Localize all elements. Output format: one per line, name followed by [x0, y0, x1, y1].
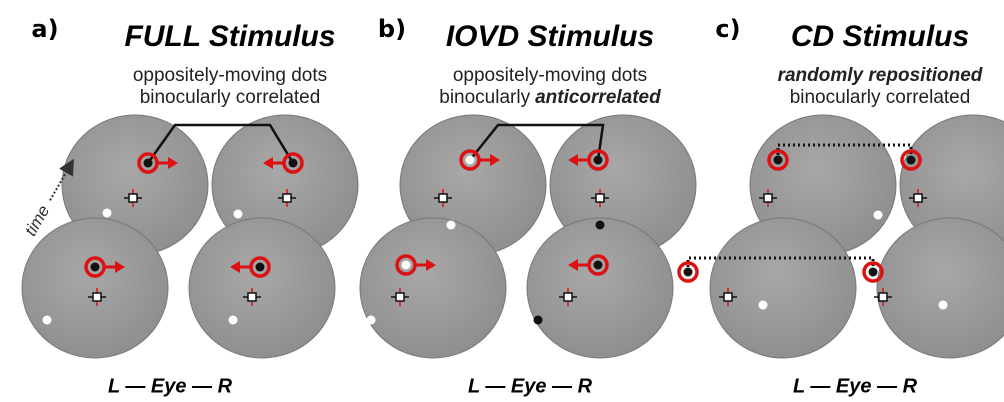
panel: b) IOVD Stimulus oppositely-moving dotsbin… — [359, 15, 697, 397]
ring-center — [683, 267, 693, 277]
arrow-head — [568, 154, 578, 166]
subtitle-part: oppositely-moving dots — [133, 65, 327, 86]
panel-label: a) — [31, 15, 58, 43]
panel-title: IOVD Stimulus — [446, 20, 654, 53]
fix-square — [878, 292, 888, 302]
dot — [595, 220, 605, 230]
subtitle-part: randomly repositioned — [778, 65, 983, 86]
ring — [900, 149, 922, 171]
fix-square — [563, 292, 573, 302]
ring — [84, 256, 106, 278]
ring — [587, 149, 609, 171]
dot — [233, 209, 243, 219]
connector — [686, 256, 875, 272]
fix-square — [723, 292, 733, 302]
connector — [146, 123, 295, 164]
ring-center — [593, 155, 603, 165]
arrow-head — [426, 259, 436, 271]
disc — [21, 217, 169, 359]
fix-square — [595, 193, 605, 203]
ring-center — [288, 158, 298, 168]
subtitle-part: anticorrelated — [535, 87, 661, 108]
dot — [873, 210, 883, 220]
panel-title: FULL Stimulus — [124, 20, 335, 53]
ring — [249, 256, 271, 278]
fix-square — [395, 292, 405, 302]
panel: a) FULL Stimulus oppositely-moving dotsbin… — [21, 15, 359, 397]
ring — [767, 149, 789, 171]
dot — [533, 315, 543, 325]
arrow-head — [230, 261, 240, 273]
subtitle-part: binocularly correlated — [790, 87, 971, 108]
arrow-head — [168, 157, 178, 169]
fix-square — [92, 292, 102, 302]
subtitle-line: oppositely-moving dots — [453, 65, 647, 86]
arrow-head — [263, 157, 273, 169]
subtitle-line: binocularly correlated — [140, 87, 321, 108]
dot — [758, 300, 768, 310]
ring — [459, 149, 481, 171]
dot — [42, 315, 52, 325]
ring-center — [773, 155, 783, 165]
dot — [102, 208, 112, 218]
ring — [587, 254, 609, 276]
fix-square — [438, 193, 448, 203]
ring-center — [906, 155, 916, 165]
ring-center — [90, 262, 100, 272]
ring — [137, 152, 159, 174]
ring — [282, 152, 304, 174]
dot — [446, 220, 456, 230]
connector — [469, 123, 605, 161]
subtitle-line: binocularly correlated — [790, 87, 971, 108]
ring-center — [593, 260, 603, 270]
fix-square — [247, 292, 257, 302]
subtitle-line: randomly repositioned — [778, 65, 983, 86]
subtitle-part: binocularly — [439, 87, 530, 108]
eye-label: L — Eye — R — [468, 375, 593, 397]
ring — [395, 254, 417, 276]
ring-center — [401, 260, 411, 270]
fix-square — [763, 193, 773, 203]
disc — [709, 217, 857, 359]
ring — [677, 261, 699, 283]
panel-title: CD Stimulus — [791, 20, 969, 53]
subtitle-part: binocularly correlated — [140, 87, 321, 108]
disc — [359, 217, 507, 359]
eye-label: L — Eye — R — [108, 375, 233, 397]
fix-square — [913, 193, 923, 203]
eye-label: L — Eye — R — [793, 375, 918, 397]
dot — [366, 315, 376, 325]
dot — [938, 300, 948, 310]
arrow-head — [568, 259, 578, 271]
arrow-head — [490, 154, 500, 166]
fix-square — [128, 193, 138, 203]
dot — [740, 210, 750, 220]
panel: c) CD Stimulus randomly repositionedbinocu… — [677, 15, 1004, 397]
panel-label: b) — [378, 15, 406, 43]
ring-center — [143, 158, 153, 168]
arrow-head — [115, 261, 125, 273]
subtitle-line: oppositely-moving dots — [133, 65, 327, 86]
ring-center — [868, 267, 878, 277]
fix-square — [282, 193, 292, 203]
ring — [862, 261, 884, 283]
ring-center — [465, 155, 475, 165]
disc — [876, 217, 1004, 359]
dot — [228, 315, 238, 325]
disc — [526, 217, 674, 359]
disc — [188, 217, 336, 359]
subtitle-line: binocularly anticorrelated — [439, 87, 661, 108]
subtitle-part: oppositely-moving dots — [453, 65, 647, 86]
panel-label: c) — [715, 15, 740, 43]
ring-center — [255, 262, 265, 272]
